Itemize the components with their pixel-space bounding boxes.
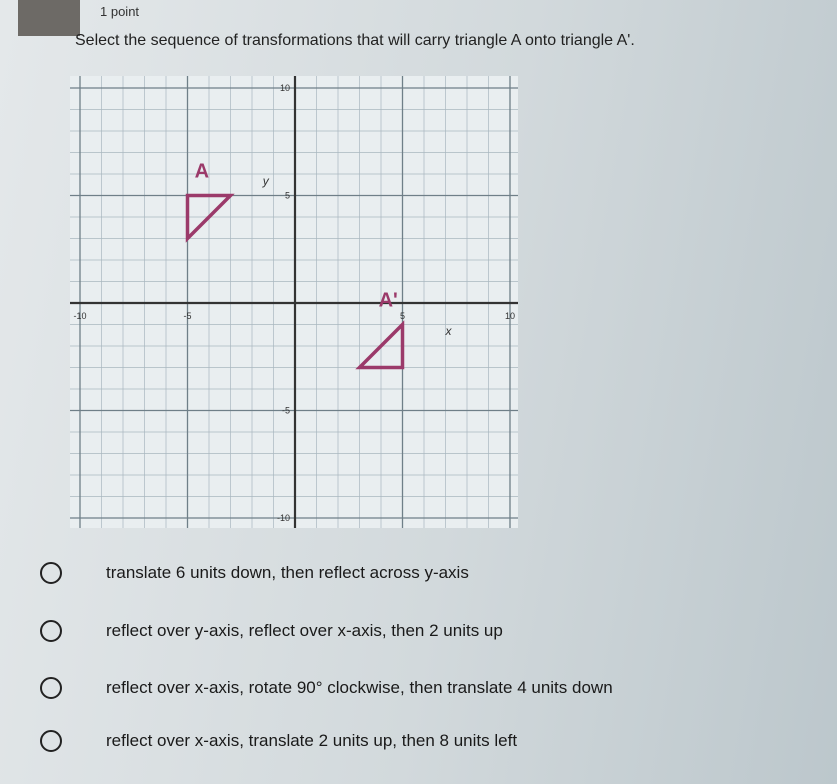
triangle [185,193,235,243]
points-label: 1 point [100,4,140,19]
option-text: reflect over x-axis, translate 2 units u… [106,731,518,750]
answer-option[interactable]: reflect over x-axis, translate 2 units u… [40,726,740,756]
option-text: translate 6 units down, then reflect acr… [106,563,469,582]
x-tick-label: -10 [73,311,86,321]
answer-option[interactable]: reflect over y-axis, reflect over x-axis… [40,616,740,646]
x-tick-label: -5 [183,311,191,321]
radio-button[interactable] [40,562,62,584]
y-tick-label: -10 [277,513,290,523]
option-text: reflect over x-axis, rotate 90° clockwis… [106,678,613,697]
radio-button[interactable] [40,677,62,699]
y-tick-label: 10 [280,83,290,93]
x-axis-label: x [445,324,453,338]
question: Select the sequence of transformations t… [75,32,635,49]
triangle [355,320,405,370]
header-tab [18,0,80,36]
x-tick-label: 5 [400,311,405,321]
triangle-label: A' [379,290,398,312]
radio-button[interactable] [40,620,62,642]
answer-option[interactable]: reflect over x-axis, rotate 90° clockwis… [40,673,740,703]
coordinate-graph: -10 -5 5 10 10 5 -5 -10 x y A A' [70,76,518,528]
triangle-label: A [195,161,209,183]
y-tick-label: 5 [285,191,290,201]
x-tick-label: 10 [505,311,515,321]
y-tick-label: -5 [282,406,290,416]
y-axis-label: y [262,174,270,188]
answer-option[interactable]: translate 6 units down, then reflect acr… [40,558,740,588]
option-text: reflect over y-axis, reflect over x-axis… [106,621,503,640]
radio-button[interactable] [40,730,62,752]
